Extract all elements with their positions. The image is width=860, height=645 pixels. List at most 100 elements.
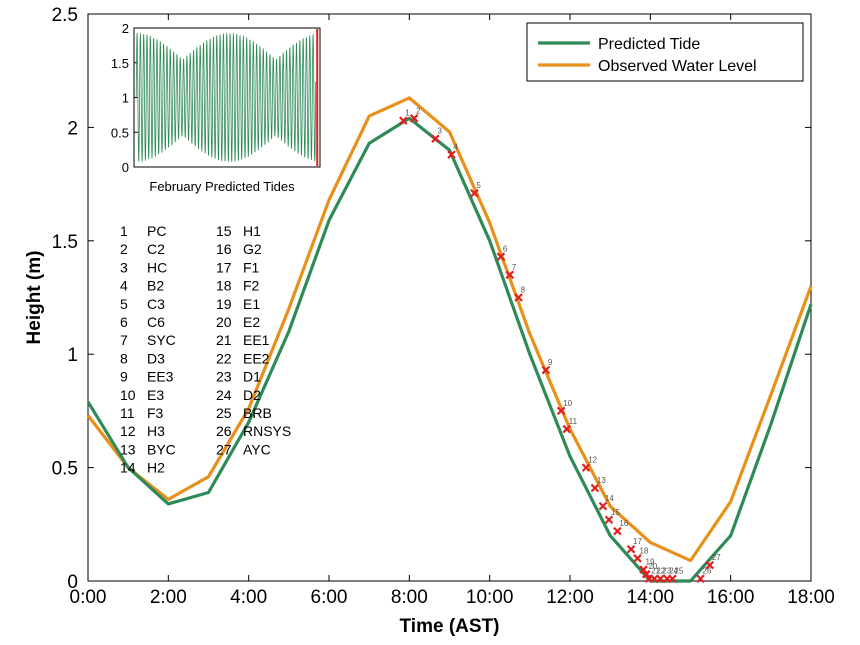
station-key-name: B2 (147, 278, 164, 294)
station-key-name: HC (147, 259, 167, 275)
station-key-id: 12 (120, 423, 136, 439)
station-marker-label: 14 (605, 494, 614, 503)
station-marker: 9 (541, 358, 553, 375)
x-tick-label: 14:00 (627, 587, 675, 608)
station-key-id: 5 (120, 296, 128, 312)
station-key-id: 24 (216, 387, 232, 403)
station-key-id: 8 (120, 350, 128, 366)
y-tick-label: 0.5 (52, 459, 78, 480)
station-marker: 11 (562, 417, 578, 434)
station-key-name: E3 (147, 387, 164, 403)
y-tick-label: 2 (67, 118, 78, 139)
station-marker-stroke (496, 252, 506, 261)
station-key-name: F1 (243, 259, 260, 275)
station-marker-label: 27 (712, 553, 721, 562)
station-marker-label: 15 (611, 508, 620, 517)
station-marker-stroke (541, 365, 551, 375)
station-marker-label: 4 (454, 143, 459, 152)
station-marker: 4 (447, 143, 459, 159)
station-marker: 6 (496, 245, 508, 261)
station-key: 1 PC 2 C2 3 HC 4 B2 5 C3 6 C6 7 SYC 8 D3 9 EE3 10 E3 11 F3 12 H… (120, 223, 291, 476)
station-key-name: G2 (243, 241, 262, 257)
station-marker: 27 (705, 553, 721, 570)
station-key-id: 7 (120, 332, 128, 348)
inset-y-tick-label: 0 (122, 160, 129, 175)
station-key-id: 18 (216, 278, 232, 294)
station-marker-stroke (581, 463, 591, 472)
station-marker-label: 1 (405, 109, 410, 118)
station-marker-label: 10 (563, 399, 572, 408)
x-tick-label: 4:00 (230, 587, 267, 608)
station-key-id: 15 (216, 223, 232, 239)
station-marker-label: 19 (646, 558, 655, 567)
station-key-id: 25 (216, 405, 232, 421)
station-marker-stroke (696, 574, 705, 584)
station-marker-stroke (562, 424, 572, 434)
station-key-id: 26 (216, 423, 232, 439)
x-tick-label: 16:00 (707, 587, 755, 608)
station-key-id: 21 (216, 332, 232, 348)
station-key-id: 17 (216, 259, 232, 275)
inset-y-tick-label: 0.5 (111, 125, 129, 140)
station-marker-stroke (656, 574, 665, 584)
station-marker-label: 13 (597, 476, 606, 485)
station-marker-label: 18 (639, 546, 648, 555)
series-lines (86, 96, 813, 583)
station-marker-label: 12 (588, 456, 597, 465)
predicted-tide-line (86, 116, 813, 583)
station-marker-label: 24 (669, 567, 678, 576)
station-marker-stroke (409, 114, 419, 123)
station-key-id: 22 (216, 350, 232, 366)
station-marker: 18 (633, 546, 649, 563)
station-key-name: EE3 (147, 369, 174, 385)
station-key-id: 19 (216, 296, 232, 312)
y-axis-label: Height (m) (24, 251, 45, 345)
station-marker: 25 (668, 567, 684, 584)
station-key-id: 6 (120, 314, 128, 330)
legend: Predicted Tide Observed Water Level (526, 22, 804, 82)
x-tick-label: 10:00 (466, 587, 514, 608)
y-tick-label: 1.5 (52, 232, 78, 253)
station-marker: 10 (556, 399, 573, 416)
station-marker: 1 (399, 109, 410, 125)
station-key-id: 10 (120, 387, 136, 403)
station-key-id: 14 (120, 460, 136, 476)
station-key-name: EE1 (243, 332, 270, 348)
station-key-name: D2 (243, 387, 261, 403)
station-key-id: 13 (120, 441, 136, 457)
x-tick-label: 6:00 (311, 587, 348, 608)
station-marker-label: 9 (548, 358, 553, 367)
station-marker-label: 17 (633, 537, 642, 546)
legend-box (526, 22, 804, 82)
station-marker: 20 (642, 562, 658, 579)
station-key-id: 3 (120, 259, 128, 275)
station-marker-stroke (705, 560, 715, 570)
station-key-name: PC (147, 223, 166, 239)
station-marker-label: 22 (656, 567, 665, 576)
station-marker-stroke (642, 569, 651, 579)
station-marker-stroke (604, 515, 614, 525)
station-marker-stroke (556, 406, 566, 416)
x-tick-label: 2:00 (150, 587, 187, 608)
station-key-name: F3 (147, 405, 164, 421)
station-key-id: 1 (120, 223, 128, 239)
station-key-name: H1 (243, 223, 261, 239)
station-key-name: E2 (243, 314, 260, 330)
observed-water-level-line (86, 96, 813, 563)
station-marker-label: 11 (569, 417, 578, 426)
station-key-name: H3 (147, 423, 165, 439)
station-key-id: 4 (120, 278, 128, 294)
station-marker-label: 5 (476, 181, 481, 190)
station-key-name: D1 (243, 369, 261, 385)
station-marker-stroke (470, 188, 479, 198)
station-marker-stroke (633, 554, 642, 563)
station-key-name: SYC (147, 332, 176, 348)
legend-label: Observed Water Level (598, 58, 757, 75)
station-marker: 19 (639, 558, 655, 574)
station-key-name: RNSYS (243, 423, 291, 439)
inset-y-tick-label: 2 (122, 21, 129, 36)
inset-title: February Predicted Tides (149, 179, 295, 194)
station-key-id: 23 (216, 369, 232, 385)
